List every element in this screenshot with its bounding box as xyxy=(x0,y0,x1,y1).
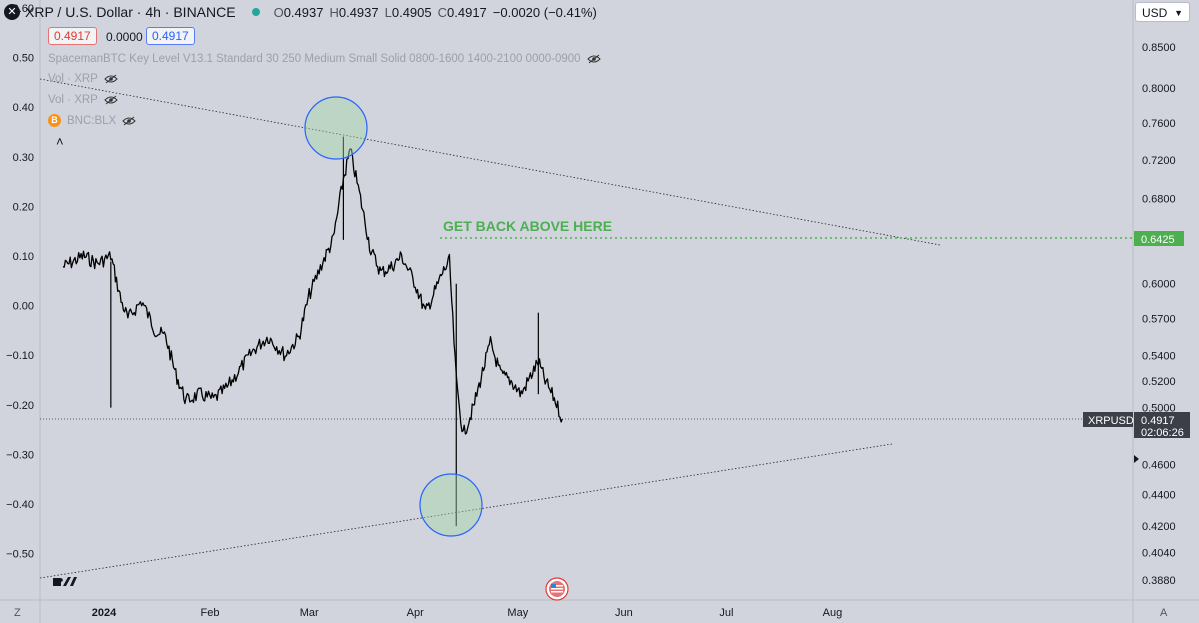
right-axis-tick-label: 0.3880 xyxy=(1142,575,1176,587)
time-axis-tick-label: Jul xyxy=(719,607,733,619)
left-axis-tick-label: −0.50 xyxy=(6,549,34,561)
hidden-eye-icon[interactable] xyxy=(104,74,118,84)
left-axis-tick-label: 0.10 xyxy=(13,251,34,263)
right-axis-tick-label: 0.6000 xyxy=(1142,279,1176,291)
currency-select[interactable]: USD ▼ xyxy=(1135,2,1190,22)
time-axis-tick-label: May xyxy=(507,607,528,619)
time-axis-tick-label: Apr xyxy=(407,607,424,619)
time-axis-tick-label: Feb xyxy=(201,607,220,619)
right-axis-tick-label: 0.6800 xyxy=(1142,194,1176,206)
sell-price-box[interactable]: 0.4917 xyxy=(48,27,97,45)
chevron-down-icon: ▼ xyxy=(1174,8,1183,18)
symbol-header[interactable]: ✕ XRP / U.S. Dollar · 4h · BINANCE O0.49… xyxy=(4,4,597,20)
spread-value: 0.0000 xyxy=(106,30,143,44)
hidden-eye-icon[interactable] xyxy=(122,116,136,126)
indicator-label: SpacemanBTC Key Level V13.1 Standard 30 … xyxy=(48,53,581,65)
right-axis-tick-label: 0.5200 xyxy=(1142,376,1176,388)
last-price-tag-text: 0.4917 xyxy=(1141,415,1175,427)
right-axis[interactable]: 0.8500 0.8000 0.7600 0.7200 0.6800 0.6000 0.57… xyxy=(1142,42,1176,587)
tradingview-logo-icon[interactable] xyxy=(53,577,77,586)
indicator-vol-1[interactable]: Vol · XRP xyxy=(48,73,118,85)
level-price-tag xyxy=(1134,231,1184,246)
right-axis-tick-label: 0.5000 xyxy=(1142,403,1176,415)
time-axis-tick-label: Mar xyxy=(300,607,319,619)
indicator-label: BNC:BLX xyxy=(67,114,117,127)
hidden-eye-icon[interactable] xyxy=(104,95,118,105)
price-wicks xyxy=(110,136,539,527)
right-axis-tick-label: 0.4400 xyxy=(1142,490,1176,502)
hidden-eye-icon[interactable] xyxy=(586,54,601,64)
ohlc-low: L0.4905 xyxy=(384,4,432,20)
right-axis-tick-label: 0.7200 xyxy=(1142,155,1176,167)
right-axis-tick-label: 0.7600 xyxy=(1142,118,1176,130)
right-axis-tick-label: 0.5400 xyxy=(1142,350,1176,362)
time-axis-tick-label: 2024 xyxy=(92,607,117,619)
ohlc-change: −0.0020 (−0.41%) xyxy=(492,4,597,20)
left-axis-tick-label: −0.30 xyxy=(6,449,34,461)
indicator-label: Vol · XRP xyxy=(48,73,98,85)
price-series xyxy=(62,148,563,435)
symbol-title: XRP / U.S. Dollar · 4h · BINANCE xyxy=(25,4,236,20)
indicator-vol-2[interactable]: Vol · XRP xyxy=(48,94,118,106)
ohlc-open: O0.4937 xyxy=(273,4,324,20)
left-axis-tick-label: 0.00 xyxy=(13,301,34,313)
left-axis-tick-label: 0.20 xyxy=(13,201,34,213)
right-axis-tick-label: 0.8000 xyxy=(1142,83,1176,95)
ohlc-close: C0.4917 xyxy=(437,4,487,20)
left-axis-tick-label: −0.10 xyxy=(6,350,34,362)
ohlc-high: H0.4937 xyxy=(329,4,379,20)
symbol-tag-text: XRPUSD xyxy=(1088,415,1134,427)
time-axis[interactable]: 2024 Feb Mar Apr May Jun Jul Aug xyxy=(92,607,842,619)
time-axis-tick-label: Jun xyxy=(615,607,633,619)
market-open-icon xyxy=(251,8,260,16)
right-axis-tick-label: 0.4200 xyxy=(1142,521,1176,533)
left-axis-tick-label: 0.50 xyxy=(13,53,34,65)
left-axis-tick-label: 0.30 xyxy=(13,152,34,164)
left-axis-tick-label: 0.40 xyxy=(13,102,34,114)
right-axis-tick-label: 0.4600 xyxy=(1142,459,1176,471)
lower-trendline[interactable] xyxy=(39,443,893,579)
left-axis[interactable]: 0.600.500.400.300.200.100.00−0.10−0.20−0… xyxy=(6,3,34,561)
z-toggle-icon[interactable]: Z xyxy=(14,607,21,619)
indicator-keylevel[interactable]: SpacemanBTC Key Level V13.1 Standard 30 … xyxy=(48,53,601,65)
right-axis-tick-label: 0.5700 xyxy=(1142,314,1176,326)
currency-label: USD xyxy=(1142,6,1168,20)
countdown-text: 02:06:26 xyxy=(1141,427,1184,439)
bitcoin-icon: B xyxy=(48,114,61,127)
right-axis-tick-label: 0.8500 xyxy=(1142,42,1176,54)
right-axis-tick-label: 0.4040 xyxy=(1142,548,1176,560)
last-price-tag xyxy=(1134,412,1190,438)
flag-event-icon[interactable] xyxy=(545,577,569,601)
level-annotation: GET BACK ABOVE HERE xyxy=(443,218,612,234)
right-axis-marker-icon xyxy=(1134,455,1139,463)
time-axis-tick-label: Aug xyxy=(823,607,843,619)
collapse-legend-icon[interactable]: ˄ xyxy=(56,134,64,149)
left-axis-tick-label: −0.20 xyxy=(6,400,34,412)
level-price-tag-text: 0.6425 xyxy=(1141,234,1175,246)
indicator-label: Vol · XRP xyxy=(48,94,98,106)
circle-annotation-high[interactable] xyxy=(304,96,368,160)
auto-scale-icon[interactable]: A xyxy=(1160,607,1168,619)
xrp-logo-icon: ✕ xyxy=(4,4,20,20)
circle-annotation-low[interactable] xyxy=(419,473,483,537)
buy-price-box[interactable]: 0.4917 xyxy=(146,27,195,45)
indicator-blx[interactable]: B BNC:BLX xyxy=(48,114,136,127)
left-axis-tick-label: −0.40 xyxy=(6,499,34,511)
symbol-tag xyxy=(1083,412,1133,427)
